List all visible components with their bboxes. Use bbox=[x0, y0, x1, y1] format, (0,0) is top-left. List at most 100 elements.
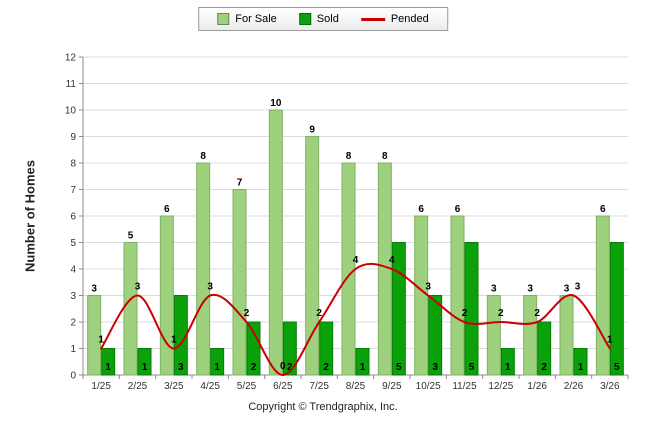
x-tick-label: 7/25 bbox=[309, 381, 329, 392]
x-tick-label: 1/25 bbox=[91, 381, 111, 392]
pended-value-label: 3 bbox=[135, 282, 141, 293]
chart-legend: For Sale Sold Pended bbox=[198, 7, 448, 31]
for-sale-value-label: 3 bbox=[564, 284, 570, 295]
y-tick-label: 11 bbox=[66, 79, 77, 90]
bar-for-sale bbox=[414, 215, 429, 376]
bar-for-sale bbox=[305, 136, 320, 376]
pended-value-label: 2 bbox=[316, 308, 322, 319]
x-tick-label: 11/25 bbox=[452, 381, 477, 392]
x-tick-label: 1/26 bbox=[527, 381, 547, 392]
x-tick-label: 10/25 bbox=[416, 381, 441, 392]
y-tick-label: 8 bbox=[70, 159, 76, 170]
x-tick-label: 5/25 bbox=[237, 381, 257, 392]
sold-value-label: 3 bbox=[178, 362, 184, 373]
sold-value-label: 2 bbox=[287, 362, 293, 373]
legend-swatch-sold bbox=[298, 13, 311, 25]
sold-value-label: 5 bbox=[614, 362, 620, 373]
sold-value-label: 2 bbox=[541, 362, 547, 373]
x-tick-label: 6/25 bbox=[273, 381, 293, 392]
for-sale-value-label: 8 bbox=[200, 151, 206, 162]
bar-sold bbox=[101, 348, 116, 376]
x-tick-label: 3/25 bbox=[164, 381, 184, 392]
pended-value-label: 1 bbox=[98, 335, 104, 346]
for-sale-value-label: 8 bbox=[382, 151, 388, 162]
x-tick-label: 2/26 bbox=[564, 381, 584, 392]
x-tick-label: 3/26 bbox=[600, 381, 620, 392]
sold-value-label: 1 bbox=[360, 362, 366, 373]
y-tick-label: 9 bbox=[70, 132, 76, 143]
for-sale-value-label: 7 bbox=[237, 178, 243, 189]
bar-for-sale bbox=[159, 215, 174, 376]
pended-value-label: 3 bbox=[207, 282, 213, 293]
bar-for-sale bbox=[559, 295, 574, 376]
legend-label-for-sale: For Sale bbox=[235, 13, 277, 25]
bar-for-sale bbox=[232, 189, 247, 376]
sold-value-label: 5 bbox=[469, 362, 475, 373]
pended-value-label: 1 bbox=[171, 335, 177, 346]
bar-sold bbox=[173, 295, 188, 376]
for-sale-value-label: 9 bbox=[309, 125, 315, 136]
for-sale-value-label: 6 bbox=[164, 204, 170, 215]
sold-value-label: 1 bbox=[578, 362, 584, 373]
pended-value-label: 0 bbox=[280, 361, 286, 372]
for-sale-value-label: 3 bbox=[527, 284, 533, 295]
pended-value-label: 3 bbox=[575, 282, 581, 293]
y-tick-label: 6 bbox=[70, 212, 76, 223]
legend-label-sold: Sold bbox=[316, 13, 339, 25]
y-tick-label: 10 bbox=[65, 106, 77, 117]
for-sale-value-label: 8 bbox=[346, 151, 352, 162]
legend-item-for-sale: For Sale bbox=[217, 13, 277, 25]
y-tick-label: 1 bbox=[70, 344, 76, 355]
sold-value-label: 1 bbox=[142, 362, 148, 373]
legend-swatch-pended bbox=[360, 17, 385, 21]
pended-value-label: 4 bbox=[353, 255, 359, 266]
bar-sold bbox=[319, 321, 334, 376]
bar-for-sale bbox=[196, 162, 211, 376]
pended-value-label: 4 bbox=[389, 255, 395, 266]
bar-sold bbox=[428, 295, 443, 376]
x-tick-label: 8/25 bbox=[346, 381, 366, 392]
x-tick-label: 12/25 bbox=[488, 381, 513, 392]
legend-swatch-for-sale bbox=[217, 13, 230, 25]
pended-value-label: 2 bbox=[534, 308, 540, 319]
bar-sold bbox=[537, 321, 552, 376]
sold-value-label: 3 bbox=[432, 362, 438, 373]
bar-sold bbox=[137, 348, 152, 376]
legend-item-sold: Sold bbox=[298, 13, 339, 25]
for-sale-value-label: 6 bbox=[455, 204, 461, 215]
pended-value-label: 2 bbox=[498, 308, 504, 319]
bar-for-sale bbox=[486, 295, 501, 376]
sold-value-label: 1 bbox=[505, 362, 511, 373]
for-sale-value-label: 3 bbox=[91, 284, 97, 295]
for-sale-value-label: 6 bbox=[600, 204, 606, 215]
bar-for-sale bbox=[268, 109, 283, 376]
legend-item-pended: Pended bbox=[360, 13, 429, 25]
sold-value-label: 1 bbox=[214, 362, 220, 373]
bar-sold bbox=[500, 348, 515, 376]
bar-for-sale bbox=[341, 162, 356, 376]
pended-value-label: 3 bbox=[425, 282, 431, 293]
y-tick-label: 5 bbox=[70, 238, 76, 249]
bar-sold bbox=[246, 321, 261, 376]
y-tick-label: 7 bbox=[70, 185, 76, 196]
pended-line bbox=[100, 262, 611, 377]
pended-value-label: 2 bbox=[462, 308, 468, 319]
bar-for-sale bbox=[123, 242, 138, 376]
sold-value-label: 2 bbox=[251, 362, 257, 373]
sold-value-label: 2 bbox=[323, 362, 329, 373]
y-tick-label: 3 bbox=[70, 291, 76, 302]
bar-sold bbox=[355, 348, 370, 376]
sold-value-label: 5 bbox=[396, 362, 402, 373]
for-sale-value-label: 10 bbox=[270, 98, 282, 109]
x-tick-label: 4/25 bbox=[200, 381, 220, 392]
y-tick-label: 4 bbox=[70, 265, 76, 276]
bar-sold bbox=[573, 348, 588, 376]
y-tick-label: 0 bbox=[70, 371, 76, 382]
sold-value-label: 1 bbox=[105, 362, 111, 373]
bar-for-sale bbox=[87, 295, 102, 376]
y-tick-label: 12 bbox=[65, 53, 77, 64]
for-sale-value-label: 6 bbox=[418, 204, 424, 215]
legend-label-pended: Pended bbox=[390, 13, 429, 25]
